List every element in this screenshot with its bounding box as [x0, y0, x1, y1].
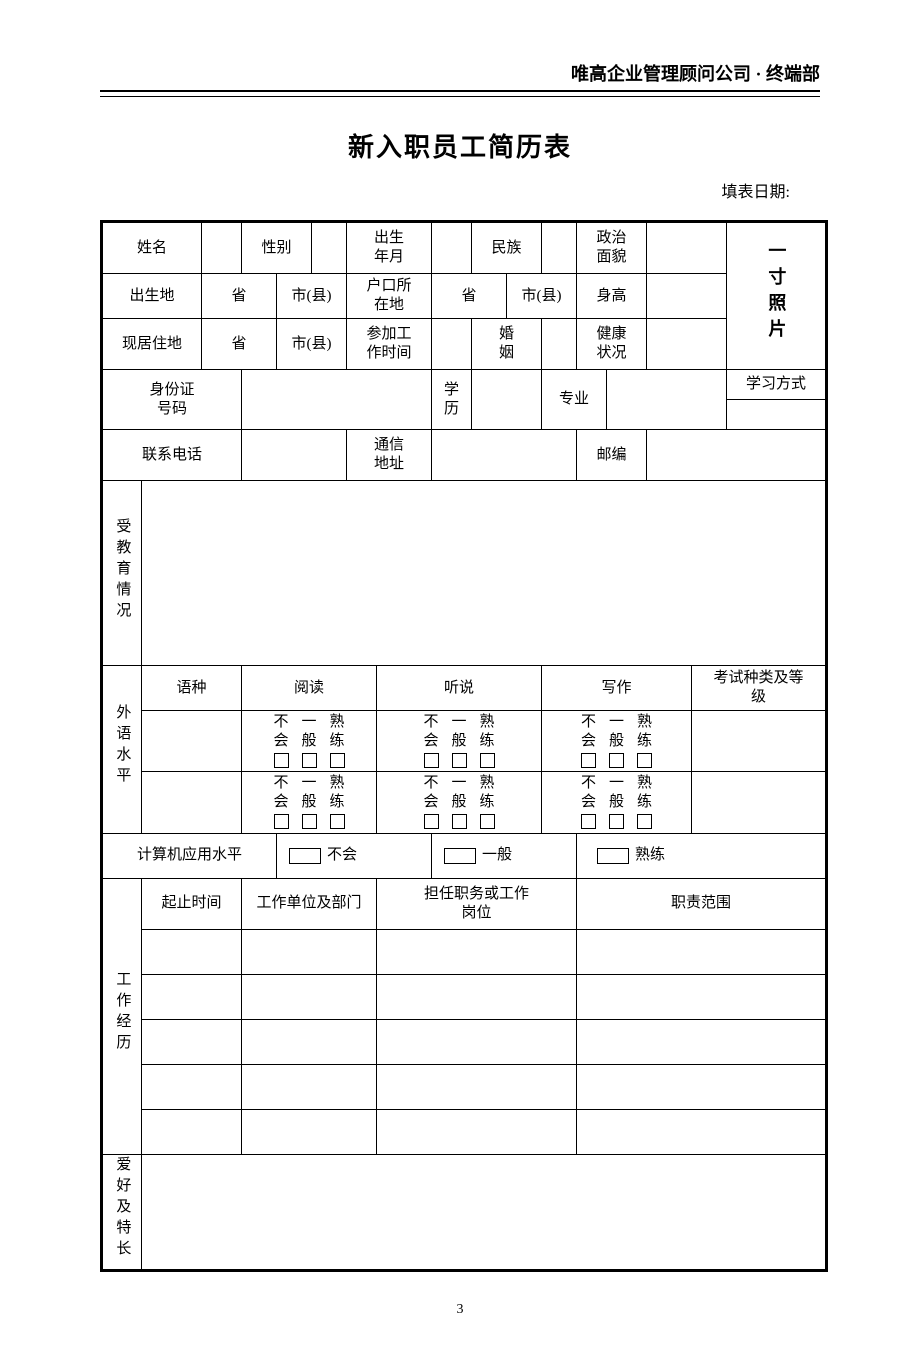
- label-province-3: 省: [202, 319, 277, 370]
- field-lang-kind-2[interactable]: [142, 772, 242, 833]
- label-hobby: 爱好及特长: [102, 1154, 142, 1270]
- work-dept-3[interactable]: [242, 1019, 377, 1064]
- page: 唯高企业管理顾问公司 · 终端部 新入职员工简历表 填表日期: 姓名 性别 出生…: [0, 0, 920, 1358]
- field-postcode[interactable]: [647, 430, 827, 481]
- label-idno: 身份证 号码: [102, 370, 242, 430]
- label-mailaddr: 通信 地址: [347, 430, 432, 481]
- field-birth[interactable]: [432, 222, 472, 274]
- label-name: 姓名: [102, 222, 202, 274]
- field-exam-2[interactable]: [692, 772, 827, 833]
- label-studymode: 学习方式: [727, 370, 827, 400]
- label-period: 起止时间: [142, 878, 242, 929]
- field-mailaddr[interactable]: [432, 430, 577, 481]
- work-post-1[interactable]: [377, 929, 577, 974]
- work-period-2[interactable]: [142, 974, 242, 1019]
- work-scope-3[interactable]: [577, 1019, 827, 1064]
- label-birthplace: 出生地: [102, 274, 202, 319]
- work-post-2[interactable]: [377, 974, 577, 1019]
- work-post-4[interactable]: [377, 1064, 577, 1109]
- label-province-1: 省: [202, 274, 277, 319]
- field-joinwork[interactable]: [432, 319, 472, 370]
- field-listen-1[interactable]: 不会一般熟练: [377, 711, 542, 772]
- work-dept-5[interactable]: [242, 1109, 377, 1154]
- field-lang-kind-1[interactable]: [142, 711, 242, 772]
- work-period-1[interactable]: [142, 929, 242, 974]
- label-edu-history: 受教育情况: [102, 481, 142, 666]
- work-period-5[interactable]: [142, 1109, 242, 1154]
- label-exam: 考试种类及等 级: [692, 666, 827, 711]
- field-write-1[interactable]: 不会一般熟练: [542, 711, 692, 772]
- work-period-4[interactable]: [142, 1064, 242, 1109]
- field-idno[interactable]: [242, 370, 432, 430]
- computer-mid[interactable]: 一般: [432, 833, 577, 878]
- label-health: 健康 状况: [577, 319, 647, 370]
- field-height[interactable]: [647, 274, 727, 319]
- label-lang-kind: 语种: [142, 666, 242, 711]
- page-number: 3: [100, 1302, 820, 1318]
- field-write-2[interactable]: 不会一般熟练: [542, 772, 692, 833]
- label-write: 写作: [542, 666, 692, 711]
- label-joinwork: 参加工 作时间: [347, 319, 432, 370]
- field-gender[interactable]: [312, 222, 347, 274]
- label-dept: 工作单位及部门: [242, 878, 377, 929]
- label-city-3: 市(县): [277, 319, 347, 370]
- work-period-3[interactable]: [142, 1019, 242, 1064]
- computer-no[interactable]: 不会: [277, 833, 432, 878]
- label-postcode: 邮编: [577, 430, 647, 481]
- label-read: 阅读: [242, 666, 377, 711]
- form-title: 新入职员工简历表: [100, 127, 820, 164]
- label-phone: 联系电话: [102, 430, 242, 481]
- label-city-1: 市(县): [277, 274, 347, 319]
- fill-date-label: 填表日期:: [100, 178, 790, 202]
- work-scope-5[interactable]: [577, 1109, 827, 1154]
- label-scope: 职责范围: [577, 878, 827, 929]
- field-hobby[interactable]: [142, 1154, 827, 1270]
- field-political[interactable]: [647, 222, 727, 274]
- field-read-1[interactable]: 不会一般熟练: [242, 711, 377, 772]
- photo-box: 一寸照片: [727, 222, 827, 370]
- label-hukou: 户口所 在地: [347, 274, 432, 319]
- field-major[interactable]: [607, 370, 727, 430]
- work-dept-4[interactable]: [242, 1064, 377, 1109]
- field-studymode[interactable]: [727, 400, 827, 430]
- label-birth: 出生 年月: [347, 222, 432, 274]
- field-health[interactable]: [647, 319, 727, 370]
- resume-form-table: 姓名 性别 出生 年月 民族 政治 面貌 一寸照片 出生地 省 市(县) 户口所…: [100, 220, 828, 1272]
- work-dept-1[interactable]: [242, 929, 377, 974]
- field-ethnic[interactable]: [542, 222, 577, 274]
- label-work-hist: 工作经历: [102, 878, 142, 1154]
- label-province-2: 省: [432, 274, 507, 319]
- label-post: 担任职务或工作 岗位: [377, 878, 577, 929]
- field-edu-history[interactable]: [142, 481, 827, 666]
- label-ethnic: 民族: [472, 222, 542, 274]
- label-listen: 听说: [377, 666, 542, 711]
- photo-label: 一寸照片: [765, 241, 788, 345]
- label-edu: 学 历: [432, 370, 472, 430]
- work-dept-2[interactable]: [242, 974, 377, 1019]
- label-marriage: 婚 姻: [472, 319, 542, 370]
- field-name[interactable]: [202, 222, 242, 274]
- company-header: 唯高企业管理顾问公司 · 终端部: [100, 60, 820, 92]
- label-computer: 计算机应用水平: [102, 833, 277, 878]
- header-underline: [100, 96, 820, 97]
- label-city-2: 市(县): [507, 274, 577, 319]
- field-exam-1[interactable]: [692, 711, 827, 772]
- work-scope-4[interactable]: [577, 1064, 827, 1109]
- work-scope-1[interactable]: [577, 929, 827, 974]
- field-marriage[interactable]: [542, 319, 577, 370]
- work-post-5[interactable]: [377, 1109, 577, 1154]
- label-height: 身高: [577, 274, 647, 319]
- work-post-3[interactable]: [377, 1019, 577, 1064]
- field-edu[interactable]: [472, 370, 542, 430]
- field-read-2[interactable]: 不会一般熟练: [242, 772, 377, 833]
- field-phone[interactable]: [242, 430, 347, 481]
- work-scope-2[interactable]: [577, 974, 827, 1019]
- field-listen-2[interactable]: 不会一般熟练: [377, 772, 542, 833]
- label-gender: 性别: [242, 222, 312, 274]
- label-political: 政治 面貌: [577, 222, 647, 274]
- label-residence: 现居住地: [102, 319, 202, 370]
- computer-hi[interactable]: 熟练: [577, 833, 827, 878]
- label-lang-level: 外语水平: [102, 666, 142, 834]
- label-major: 专业: [542, 370, 607, 430]
